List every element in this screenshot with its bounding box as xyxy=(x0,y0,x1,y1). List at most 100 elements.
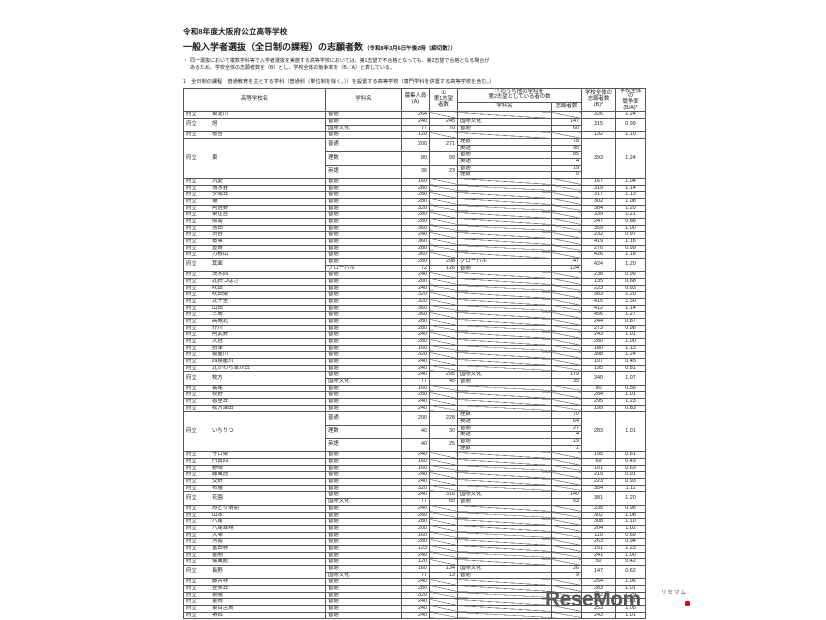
dept-cell: 普通 xyxy=(325,184,402,193)
table-row: 府立 阿武野 普通 240 243 1.01 xyxy=(183,331,647,340)
school-prefix: 府立 xyxy=(186,612,197,618)
dept-cell: 理数 xyxy=(325,424,402,440)
school-prefix: 府立 xyxy=(186,298,197,304)
capacity-cell: 77 xyxy=(401,124,430,133)
dept-cell: 普通 xyxy=(325,224,402,233)
ratio-cell: 1.14 xyxy=(615,184,647,193)
second-choice-dept-cell xyxy=(457,284,552,293)
dept-cell: 普通 xyxy=(325,604,402,613)
school-name-cell: 府立 西寝屋川 xyxy=(183,358,326,366)
second-choice-dept-cell xyxy=(457,518,552,526)
second-choice-dept-cell xyxy=(457,324,552,333)
second-choice-dept-cell: 普通 xyxy=(457,124,552,133)
second-choice-count-cell: 19 xyxy=(550,438,583,446)
school-name-cell: 府立 三島 xyxy=(183,311,326,319)
school-prefix: 府立 xyxy=(186,345,197,351)
school-prefix: 府立 xyxy=(186,494,197,501)
col-header-second-choice-group: ①のうち他の学科を 第2志望としている者の数 xyxy=(456,87,583,103)
school-name-cell: 府立 香里丘 xyxy=(183,398,326,406)
second-choice-count-cell xyxy=(550,511,583,520)
dept-cell: 普通 xyxy=(325,237,402,246)
table-row: 府立 山田 普通 360 412 1.14 xyxy=(183,304,647,313)
school-prefix: 府立 xyxy=(186,485,197,491)
dept-cell: 普通 xyxy=(325,271,402,279)
dept-cell: 普通 xyxy=(325,518,402,526)
school-prefix: 府立 xyxy=(186,285,197,291)
second-choice-dept-cell xyxy=(457,484,552,493)
first-choice-cell: 45 xyxy=(429,378,458,386)
second-choice-count-cell: 47 xyxy=(550,257,583,266)
ratio-cell: 1.24 xyxy=(615,137,647,179)
ratio-cell: 1.20 xyxy=(615,204,647,213)
school-name-cell: 府立 阿倍野 xyxy=(183,204,326,213)
second-choice-dept-cell xyxy=(457,311,552,319)
dept-cell: 普通 xyxy=(325,478,402,486)
second-choice-dept-cell xyxy=(457,464,552,473)
total-applicants-cell: 241 xyxy=(581,551,617,560)
total-applicants-cell: 326 xyxy=(581,111,617,119)
school-prefix: 府立 xyxy=(186,238,197,244)
first-choice-cell xyxy=(429,224,458,233)
school-prefix: 府立 xyxy=(186,358,197,365)
second-choice-dept-cell xyxy=(457,591,552,600)
table-row: 府立 香里丘 普通 240 295 1.23 xyxy=(183,398,647,406)
first-choice-cell xyxy=(429,524,458,533)
school-name-cell: 府立 高槻北 xyxy=(183,318,326,326)
dept-cell: 普通 xyxy=(325,278,402,286)
first-choice-cell xyxy=(429,518,458,526)
total-applicants-cell: 180 xyxy=(581,344,617,353)
table-row: 府立 枚方津田 普通 240 199 0.83 xyxy=(183,404,647,413)
first-choice-cell xyxy=(429,244,458,253)
dept-cell: 普通 xyxy=(325,578,402,586)
school-name: 北千里 xyxy=(212,298,229,304)
school-name: 豊島 xyxy=(212,245,223,251)
second-choice-dept-cell xyxy=(457,217,552,226)
school-name: 香里丘 xyxy=(212,398,229,405)
school-name: 長野 xyxy=(212,568,223,575)
capacity-cell: 280 xyxy=(401,391,430,400)
second-choice-count-cell xyxy=(550,191,583,199)
ratio-cell: 1.20 xyxy=(615,257,647,273)
dept-cell: 普通 xyxy=(325,491,402,500)
dept-cell: 普通 xyxy=(325,464,402,473)
second-choice-count-cell: 27 xyxy=(550,424,583,433)
table-row: 府立 渋谷 普通 240 232 0.97 xyxy=(183,231,647,239)
school-name-cell: 府立 北摂つばさ xyxy=(183,278,326,286)
second-choice-dept-cell xyxy=(457,604,552,613)
table-row: 府立 いちりつ 普通 200 228 理数 70 283 1.01 xyxy=(183,411,647,453)
second-choice-dept-cell: 理数 xyxy=(457,411,552,420)
capacity-cell: 360 xyxy=(401,224,430,233)
second-choice-dept-cell xyxy=(457,611,552,620)
first-choice-cell xyxy=(429,551,458,560)
school-name: 渋谷 xyxy=(212,231,223,238)
first-choice-cell xyxy=(429,344,458,353)
second-choice-dept-cell: 国際文化 xyxy=(457,491,552,500)
school-name-cell: 府立 東住吉 xyxy=(183,211,326,219)
total-applicants-cell: 243 xyxy=(581,331,617,340)
first-choice-cell xyxy=(429,611,458,620)
ratio-cell: 1.01 xyxy=(615,331,647,340)
dept-cell: 普通 xyxy=(325,398,402,406)
school-name: 清水谷 xyxy=(212,185,229,191)
second-choice-dept-cell: 英語 xyxy=(457,431,552,440)
ratio-cell: 1.18 xyxy=(615,251,647,259)
second-choice-count-cell xyxy=(550,177,583,186)
ratio-cell: 1.23 xyxy=(615,544,647,553)
ratio-cell: 1.04 xyxy=(615,177,647,186)
school-prefix: 府立 xyxy=(186,271,197,278)
second-choice-count-cell xyxy=(550,244,583,253)
school-name-cell: 府立 阿武野 xyxy=(183,331,326,340)
school-name: 東淀川 xyxy=(212,111,229,118)
total-applicants-cell: 235 xyxy=(581,504,617,513)
first-choice-cell xyxy=(429,298,458,306)
school-name: 堺西 xyxy=(212,612,223,618)
second-choice-dept-cell xyxy=(457,338,552,346)
total-applicants-cell: 50 xyxy=(581,558,617,566)
first-choice-cell xyxy=(429,598,458,606)
table-row: 理数 80 99 普通 85 xyxy=(184,151,646,166)
school-prefix: 府立 xyxy=(186,251,197,258)
school-name-cell: 府立 枚方津田 xyxy=(183,404,326,413)
school-name: 池田 xyxy=(212,225,223,231)
first-choice-cell xyxy=(429,111,458,119)
